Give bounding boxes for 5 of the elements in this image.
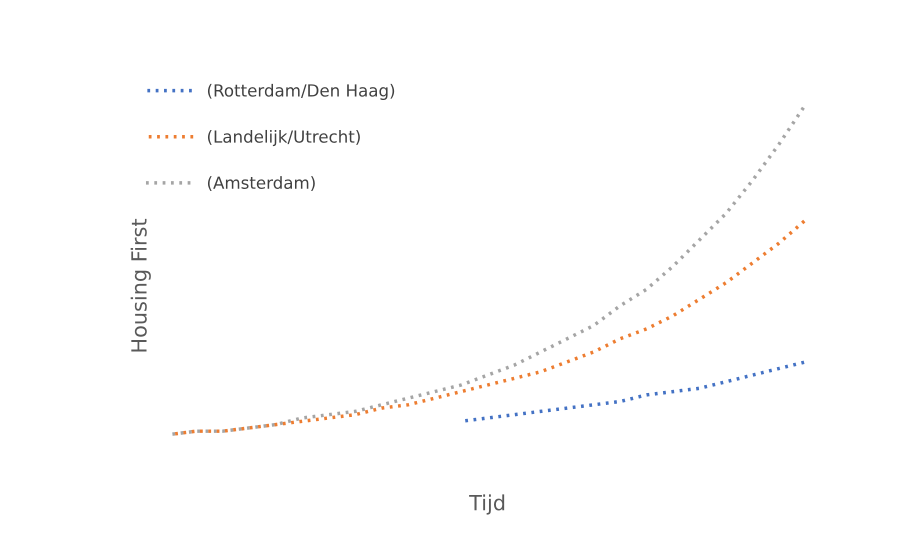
x-axis-title: Tijd	[469, 494, 504, 515]
legend-label: (Amsterdam)	[208, 176, 315, 191]
legend-label: (Landelijk/Utrecht)	[208, 130, 360, 146]
y-axis-title: Housing First	[130, 218, 151, 352]
legend-label: (Rotterdam/Den Haag)	[208, 84, 394, 100]
